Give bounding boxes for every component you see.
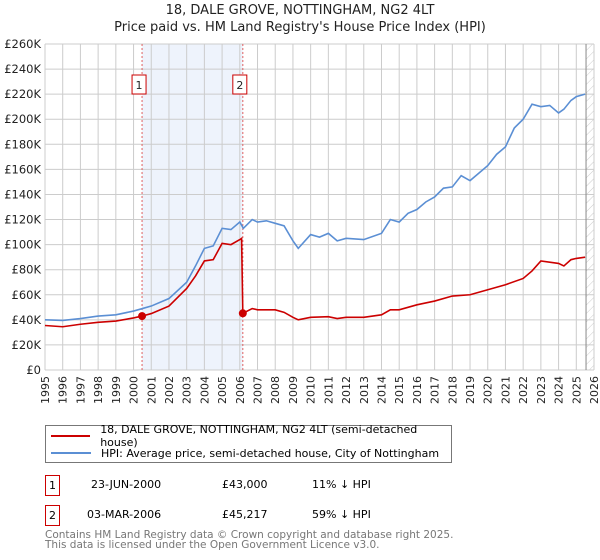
x-tick-label: 2008 <box>269 376 282 404</box>
x-tick-label: 2009 <box>287 376 300 404</box>
x-tick-label: 1996 <box>57 376 70 404</box>
x-tick-label: 2010 <box>305 376 318 404</box>
y-tick-label: £240K <box>4 62 41 76</box>
x-tick-label: 2026 <box>588 376 600 404</box>
y-tick-label: £200K <box>4 112 41 126</box>
y-tick-label: £0 <box>26 363 41 377</box>
footer-line: This data is licensed under the Open Gov… <box>45 539 380 551</box>
x-tick-label: 1997 <box>74 376 87 404</box>
plot-area: 1995 1996 1997 1998 1999 2000 2001 2002 2003 2004… <box>4 37 600 404</box>
sale-point <box>238 309 247 318</box>
y-tick-label: £260K <box>4 37 41 51</box>
y-tick-label: £80K <box>12 263 42 277</box>
y-tick-label: £180K <box>4 137 41 151</box>
sale-point <box>138 312 147 321</box>
chart-title: 18, DALE GROVE, NOTTINGHAM, NG2 4LT <box>165 3 435 18</box>
x-tick-label: 2000 <box>128 376 141 404</box>
x-tick-label: 1999 <box>110 376 123 404</box>
legend-item-property: 18, DALE GROVE, NOTTINGHAM, NG2 4LT (sem… <box>46 423 451 449</box>
x-tick-label: 2004 <box>198 376 211 404</box>
sale-marker-label: 1 <box>136 79 143 92</box>
chart-subtitle: Price paid vs. HM Land Registry's House … <box>114 20 486 35</box>
x-tick-label: 1998 <box>92 376 105 404</box>
x-tick-label: 2022 <box>517 376 530 404</box>
legend-label: HPI: Average price, semi-detached house,… <box>101 446 440 460</box>
transaction-price: £45,217 <box>222 508 268 521</box>
x-tick-label: 2020 <box>482 376 495 404</box>
series-line <box>44 236 586 328</box>
x-tick-label: 2013 <box>358 376 371 404</box>
x-tick-label: 1995 <box>39 376 52 404</box>
sale-marker-label: 2 <box>236 79 243 92</box>
x-tick-label: 2011 <box>322 376 335 404</box>
x-tick-label: 2012 <box>340 376 353 404</box>
y-tick-label: £40K <box>12 313 42 327</box>
sale-marker-box <box>232 74 248 95</box>
x-tick-label: 2003 <box>181 376 194 404</box>
transaction-hpi-diff: 59% ↓ HPI <box>312 508 371 521</box>
sale-marker-box <box>131 74 147 95</box>
x-tick-label: 2001 <box>145 376 158 404</box>
x-tick-label: 2014 <box>375 376 388 404</box>
legend-label: 18, DALE GROVE, NOTTINGHAM, NG2 4LT (sem… <box>100 423 418 449</box>
y-tick-label: £20K <box>12 338 42 352</box>
x-tick-label: 2024 <box>553 376 566 404</box>
x-tick-label: 2016 <box>411 376 424 404</box>
legend: 18, DALE GROVE, NOTTINGHAM, NG2 4LT (sem… <box>45 423 452 463</box>
y-tick-label: £120K <box>4 213 41 227</box>
red-line-swatch <box>51 435 91 437</box>
marker-badge: 2 <box>45 505 60 526</box>
x-tick-label: 2002 <box>163 376 176 404</box>
transaction-date: 03-MAR-2006 <box>87 508 162 521</box>
x-tick-label: 2006 <box>234 376 247 404</box>
sale-period-shading <box>142 44 243 370</box>
series-line <box>44 93 586 322</box>
x-tick-label: 2025 <box>570 376 583 404</box>
y-tick-label: £100K <box>4 238 41 252</box>
y-tick-label: £160K <box>4 162 41 176</box>
y-tick-label: £220K <box>4 87 41 101</box>
y-tick-label: £140K <box>4 187 41 201</box>
transaction-date: 23-JUN-2000 <box>91 478 162 491</box>
x-tick-label: 2019 <box>464 376 477 404</box>
x-tick-label: 2015 <box>393 376 406 404</box>
x-tick-label: 2023 <box>535 376 548 404</box>
transaction-price: £43,000 <box>222 478 268 491</box>
x-tick-label: 2017 <box>429 376 442 404</box>
y-tick-label: £60K <box>12 288 42 302</box>
marker-badge: 1 <box>45 475 60 496</box>
x-tick-label: 2018 <box>446 376 459 404</box>
blue-line-swatch <box>51 452 91 454</box>
transaction-hpi-diff: 11% ↓ HPI <box>312 478 371 491</box>
x-tick-label: 2007 <box>252 376 265 404</box>
future-hatch-area <box>586 44 594 370</box>
legend-item-hpi: HPI: Average price, semi-detached house,… <box>46 445 439 461</box>
x-tick-label: 2005 <box>216 376 229 404</box>
footer-line: Contains HM Land Registry data © Crown c… <box>45 529 454 541</box>
x-tick-label: 2021 <box>499 376 512 404</box>
footer: Contains HM Land Registry data © Crown c… <box>45 529 454 551</box>
